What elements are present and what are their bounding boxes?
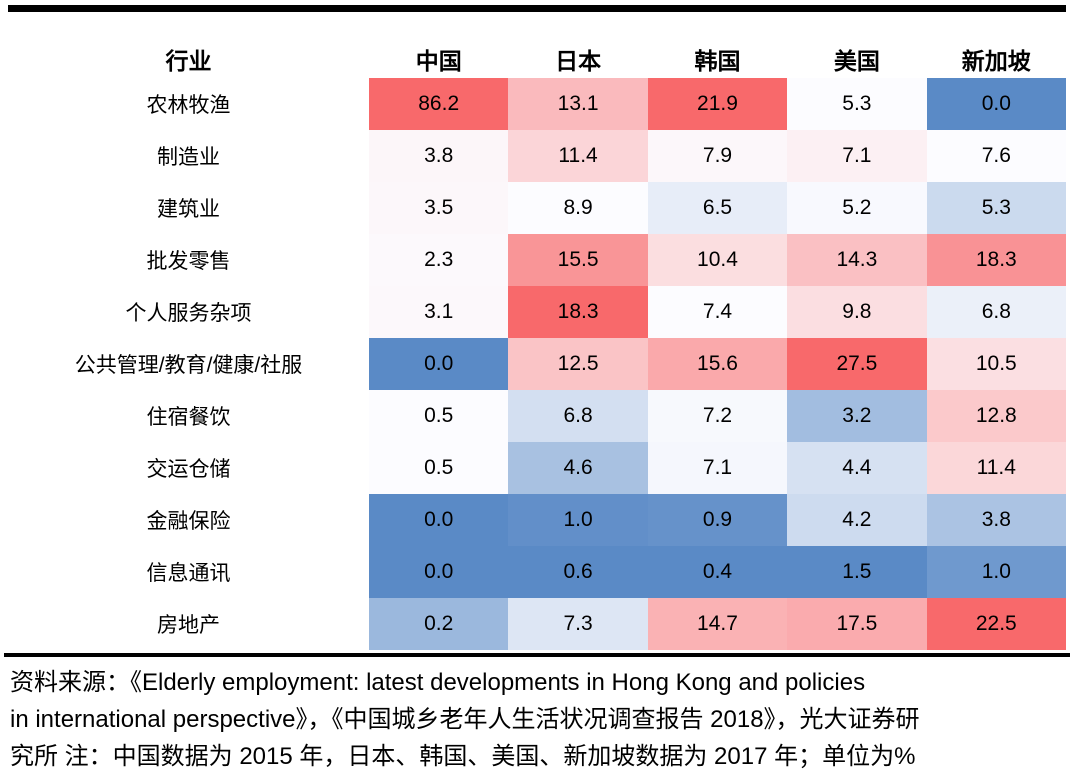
- heatmap-cell: 14.7: [647, 598, 788, 650]
- heatmap-cell: 7.9: [647, 130, 788, 182]
- heatmap-cell: 7.3: [508, 598, 648, 650]
- column-header-industry: 行业: [8, 40, 369, 78]
- source-note-line-1: 资料来源：《Elderly employment: latest develop…: [10, 669, 866, 696]
- heatmap-cell: 3.8: [926, 494, 1066, 546]
- heatmap-cell: 18.3: [926, 234, 1066, 286]
- heatmap-cell: 7.4: [647, 286, 788, 338]
- heatmap-cell: 6.5: [647, 182, 788, 234]
- heatmap-cell: 3.8: [369, 130, 509, 182]
- heatmap-cell: 5.2: [787, 182, 927, 234]
- heatmap-cell: 15.6: [647, 338, 788, 390]
- column-header-2: 日本: [508, 40, 648, 78]
- heatmap-cell: 0.5: [369, 442, 509, 494]
- heatmap-cell: 0.2: [369, 598, 509, 650]
- heatmap-cell: 7.1: [787, 130, 927, 182]
- heatmap-cell: 1.0: [508, 494, 648, 546]
- row-label: 制造业: [8, 130, 369, 182]
- heatmap-cell: 27.5: [787, 338, 927, 390]
- column-header-1: 中国: [369, 40, 509, 78]
- heatmap-cell: 17.5: [787, 598, 927, 650]
- column-header-3: 韩国: [647, 40, 788, 78]
- heatmap-cell: 22.5: [926, 598, 1066, 650]
- row-label: 农林牧渔: [8, 78, 369, 130]
- heatmap-cell: 21.9: [647, 78, 788, 130]
- heatmap-cell: 7.6: [926, 130, 1066, 182]
- heatmap-cell: 13.1: [508, 78, 648, 130]
- heatmap-cell: 6.8: [508, 390, 648, 442]
- heatmap-cell: 15.5: [508, 234, 648, 286]
- heatmap-cell: 10.5: [926, 338, 1066, 390]
- source-note-line-2: in international perspective》，《中国城乡老年人生活…: [10, 706, 920, 733]
- source-note-line-3: 究所 注：中国数据为 2015 年，日本、韩国、美国、新加坡数据为 2017 年…: [10, 743, 916, 770]
- heatmap-cell: 9.8: [787, 286, 927, 338]
- heatmap-cell: 0.9: [647, 494, 788, 546]
- row-label: 批发零售: [8, 234, 369, 286]
- heatmap-cell: 7.2: [647, 390, 788, 442]
- row-label: 金融保险: [8, 494, 369, 546]
- heatmap-cell: 0.0: [369, 494, 509, 546]
- top-rule: [8, 5, 1066, 12]
- heatmap-cell: 3.5: [369, 182, 509, 234]
- heatmap-cell: 0.5: [369, 390, 509, 442]
- row-label: 房地产: [8, 598, 369, 650]
- source-note: 资料来源：《Elderly employment: latest develop…: [10, 664, 1066, 775]
- heatmap-cell: 0.0: [369, 546, 509, 598]
- heatmap-cell: 6.8: [926, 286, 1066, 338]
- heatmap-cell: 0.0: [369, 338, 509, 390]
- heatmap-cell: 18.3: [508, 286, 648, 338]
- heatmap-cell: 3.1: [369, 286, 509, 338]
- column-header-5: 新加坡: [926, 40, 1066, 78]
- row-label: 交运仓储: [8, 442, 369, 494]
- heatmap-cell: 0.6: [508, 546, 648, 598]
- heatmap-cell: 14.3: [787, 234, 927, 286]
- heatmap-cell: 4.2: [787, 494, 927, 546]
- heatmap-cell: 12.5: [508, 338, 648, 390]
- heatmap-cell: 3.2: [787, 390, 927, 442]
- heatmap-cell: 1.5: [787, 546, 927, 598]
- row-label: 建筑业: [8, 182, 369, 234]
- heatmap-cell: 0.4: [647, 546, 788, 598]
- heatmap-cell: 2.3: [369, 234, 509, 286]
- heatmap-cell: 7.1: [647, 442, 788, 494]
- row-label: 个人服务杂项: [8, 286, 369, 338]
- heatmap-cell: 11.4: [926, 442, 1066, 494]
- row-label: 公共管理/教育/健康/社服: [8, 338, 369, 390]
- row-label: 信息通讯: [8, 546, 369, 598]
- heatmap-cell: 11.4: [508, 130, 648, 182]
- heatmap-cell: 5.3: [787, 78, 927, 130]
- bottom-rule: [4, 653, 1070, 657]
- heatmap-cell: 0.0: [926, 78, 1066, 130]
- heatmap-cell: 4.4: [787, 442, 927, 494]
- heatmap-cell: 5.3: [926, 182, 1066, 234]
- row-label: 住宿餐饮: [8, 390, 369, 442]
- heatmap-table: 行业 中国 日本 韩国 美国 新加坡 农林牧渔 86.2 13.1 21.9 5.3 0.0 制造业 3.…: [8, 40, 1066, 650]
- heatmap-cell: 8.9: [508, 182, 648, 234]
- column-header-4: 美国: [787, 40, 927, 78]
- heatmap-cell: 4.6: [508, 442, 648, 494]
- heatmap-cell: 10.4: [647, 234, 788, 286]
- heatmap-cell: 12.8: [926, 390, 1066, 442]
- heatmap-cell: 86.2: [369, 78, 509, 130]
- heatmap-cell: 1.0: [926, 546, 1066, 598]
